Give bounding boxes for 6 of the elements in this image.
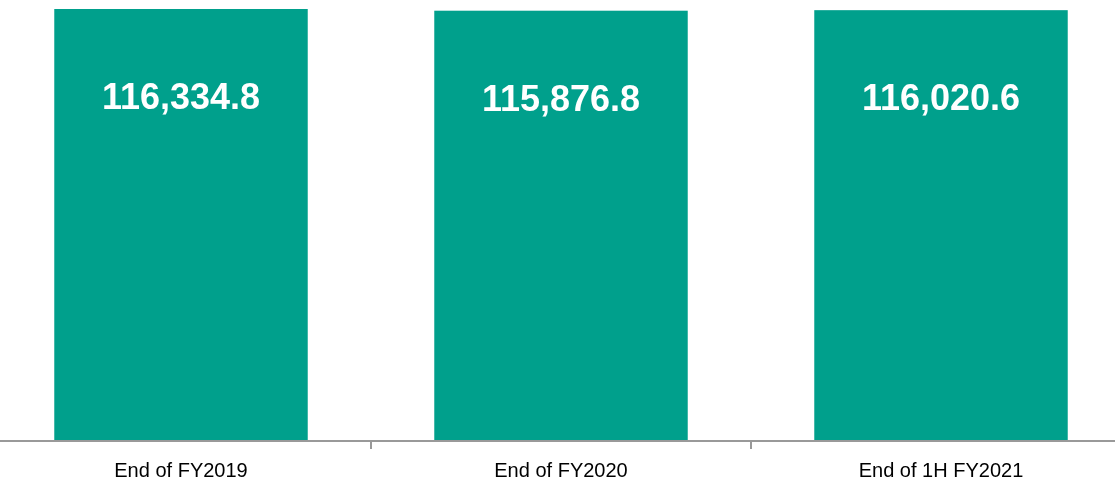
x-tick-label: End of 1H FY2021	[858, 459, 1024, 480]
x-tick-label: End of FY2019	[114, 459, 248, 480]
data-label: 116,020.6	[861, 77, 1021, 119]
data-label: 116,334.8	[101, 76, 261, 117]
x-tick-label: End of FY2020	[494, 459, 628, 480]
data-label: 115,876.8	[481, 77, 641, 119]
